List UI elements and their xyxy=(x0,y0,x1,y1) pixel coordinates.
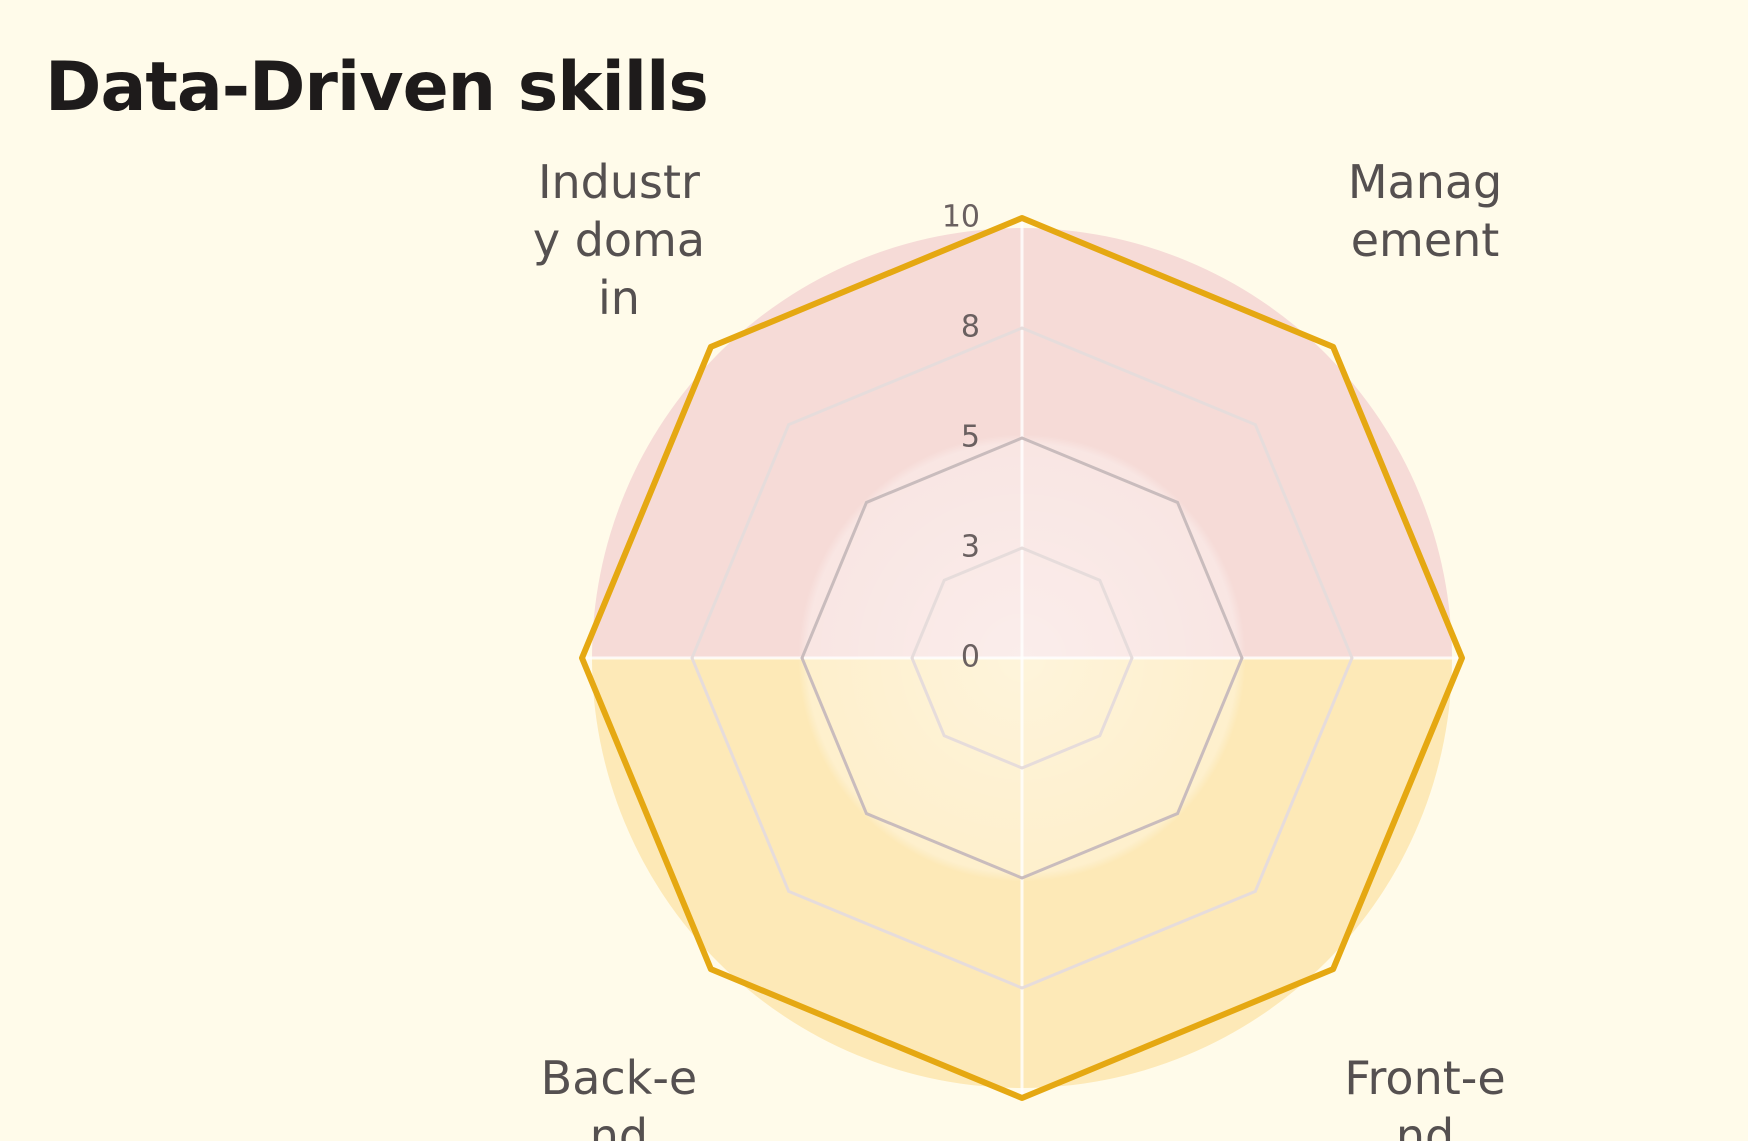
chart-title: Data-Driven skills xyxy=(45,48,709,127)
series-line xyxy=(579,215,1465,1101)
quadrant-label: Industry domain xyxy=(532,154,706,325)
quadrant-label: Front-end xyxy=(1344,1051,1506,1141)
tick-label: 3 xyxy=(961,530,980,565)
quadrant-label: Back-end xyxy=(540,1051,698,1141)
grid-ring xyxy=(800,436,1244,880)
tick-label: 8 xyxy=(961,310,980,345)
grid-ring xyxy=(690,326,1354,990)
quadrant-label: Management xyxy=(1347,154,1503,267)
tick-label: 5 xyxy=(961,420,980,455)
tick-label: 0 xyxy=(961,640,980,675)
grid-ring xyxy=(910,546,1134,770)
tick-label: 10 xyxy=(942,200,980,235)
